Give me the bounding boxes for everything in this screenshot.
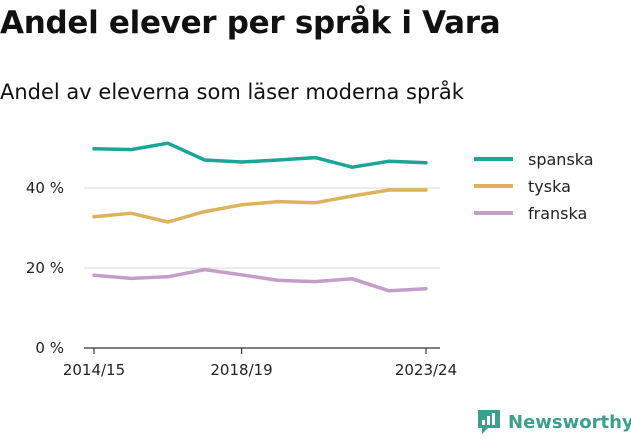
- x-tick-label: 2023/24: [395, 361, 457, 379]
- x-tick-label: 2014/15: [63, 361, 125, 379]
- legend[interactable]: spanska tyska franska: [474, 150, 594, 223]
- legend-item-tyska[interactable]: tyska: [474, 177, 571, 196]
- y-tick-label: 20 %: [26, 259, 64, 277]
- x-tick-label: 2018/19: [210, 361, 272, 379]
- legend-label: franska: [528, 204, 587, 223]
- newsworthy-brand[interactable]: Newsworthy: [476, 408, 631, 436]
- chart-title: Andel elever per språk i Vara: [0, 5, 501, 41]
- axes: 0 % 20 % 40 % 2014/15 2018/19 2023/24: [26, 179, 457, 379]
- chart-subtitle: Andel av eleverna som läser moderna språ…: [0, 80, 464, 104]
- legend-label: spanska: [528, 150, 594, 169]
- legend-item-spanska[interactable]: spanska: [474, 150, 594, 169]
- series-line-franska: [92, 267, 428, 293]
- y-tick-label: 40 %: [26, 179, 64, 197]
- grid: [84, 187, 440, 349]
- series-line-tyska: [92, 188, 428, 224]
- legend-label: tyska: [528, 177, 571, 196]
- legend-item-franska[interactable]: franska: [474, 204, 587, 223]
- newsworthy-logo-icon: [478, 410, 500, 434]
- series-lines: [92, 141, 428, 293]
- line-chart: 0 % 20 % 40 % 2014/15 2018/19 2023/24 spanska…: [26, 141, 594, 379]
- series-line-spanska: [92, 141, 428, 169]
- y-tick-label: 0 %: [35, 339, 64, 357]
- brand-name: Newsworthy: [508, 411, 631, 433]
